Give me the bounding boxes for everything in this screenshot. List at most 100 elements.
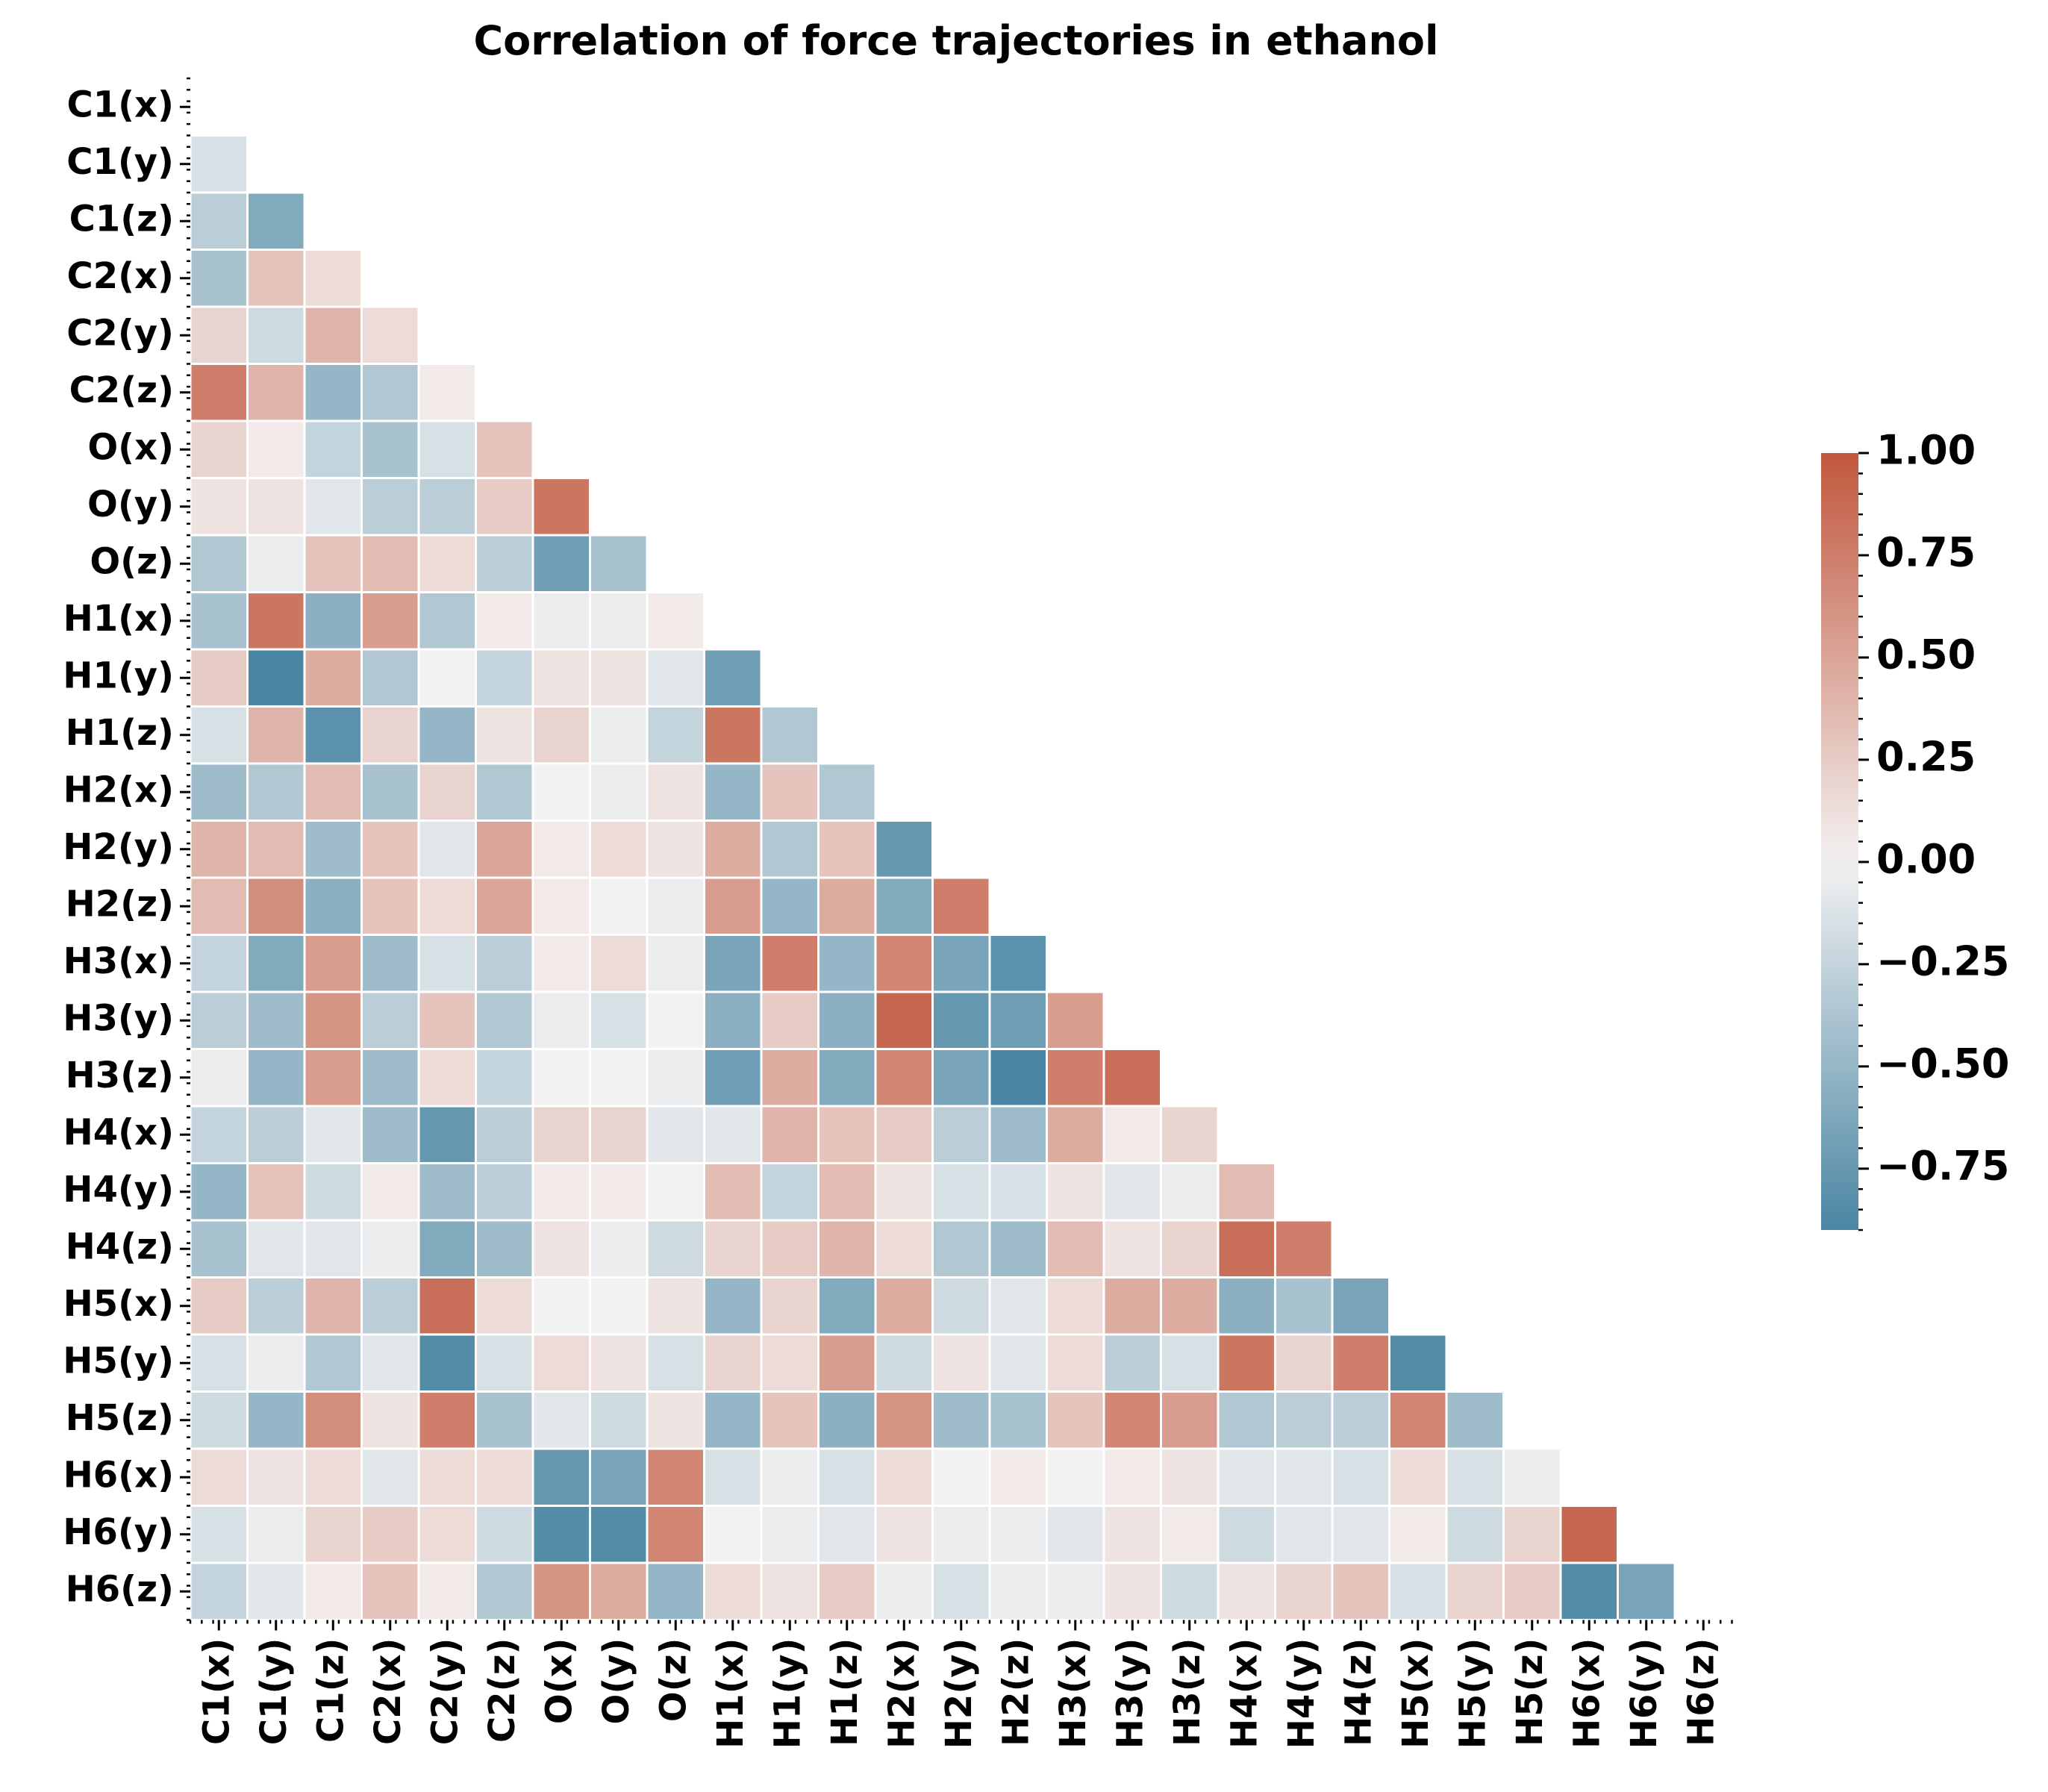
heatmap-cell	[1217, 1561, 1276, 1621]
heatmap-cell	[1388, 1447, 1448, 1507]
heatmap-cell	[360, 591, 420, 651]
x-tick-label: H3(x)	[1052, 1638, 1094, 1749]
heatmap-cell	[646, 1561, 705, 1621]
heatmap-cell	[703, 990, 763, 1050]
x-tick-label: H5(z)	[1509, 1638, 1551, 1746]
heatmap-cell	[475, 762, 534, 822]
heatmap-cell	[646, 1105, 705, 1164]
heatmap-cell	[760, 1048, 819, 1108]
heatmap-cell	[475, 1048, 534, 1108]
heatmap-cell	[1502, 1505, 1562, 1564]
y-tick-label: O(z)	[90, 540, 174, 582]
heatmap-cell	[931, 1390, 991, 1450]
colorbar-tick-label: 0.75	[1876, 529, 1976, 576]
heatmap-cell	[531, 990, 591, 1050]
heatmap-cell	[1274, 1219, 1334, 1279]
heatmap-cell	[874, 990, 934, 1050]
heatmap-cell	[1331, 1447, 1390, 1507]
heatmap-cell	[303, 1447, 363, 1507]
heatmap-cell	[1445, 1447, 1505, 1507]
heatmap-cell	[531, 876, 591, 936]
heatmap-cell	[417, 1333, 477, 1393]
y-tick-label: H1(y)	[63, 655, 174, 696]
heatmap-cell	[246, 191, 306, 251]
heatmap-cell	[531, 1390, 591, 1450]
x-tick-label: H5(x)	[1395, 1638, 1437, 1749]
heatmap-cell	[417, 534, 477, 593]
heatmap-cell	[760, 1447, 819, 1507]
heatmap-cell	[246, 477, 306, 537]
y-tick-label: C1(y)	[66, 141, 174, 183]
heatmap-cell	[303, 705, 363, 765]
heatmap-cell	[531, 1447, 591, 1507]
heatmap-cell	[303, 934, 363, 993]
heatmap-cell	[531, 1105, 591, 1164]
heatmap-cell	[417, 705, 477, 765]
heatmap-cell	[1046, 990, 1105, 1050]
y-tick-label: C1(z)	[69, 198, 174, 240]
heatmap-cell	[189, 819, 249, 879]
heatmap-cell	[303, 1162, 363, 1222]
y-tick-label: H6(y)	[63, 1511, 174, 1553]
heatmap-cell	[1046, 1048, 1105, 1108]
heatmap-cell	[1445, 1505, 1505, 1564]
x-tick-label: H1(y)	[767, 1638, 808, 1749]
heatmap-cell	[1046, 1276, 1105, 1336]
heatmap-cell	[246, 819, 306, 879]
heatmap-cell	[246, 648, 306, 708]
heatmap-cell	[475, 1219, 534, 1279]
heatmap-cell	[189, 934, 249, 993]
colorbar-tick-label: −0.25	[1876, 938, 2009, 985]
heatmap-cell	[360, 1561, 420, 1621]
heatmap-cell	[817, 762, 877, 822]
heatmap-cell	[1331, 1561, 1390, 1621]
heatmap-cell	[246, 1048, 306, 1108]
heatmap-cell	[988, 1447, 1048, 1507]
heatmap-cell	[303, 1219, 363, 1279]
heatmap-cell	[589, 1561, 649, 1621]
y-tick-label: H4(x)	[63, 1111, 174, 1153]
x-tick-label: H2(z)	[995, 1638, 1037, 1746]
heatmap-cell	[1160, 1219, 1220, 1279]
heatmap-cell	[760, 1390, 819, 1450]
heatmap-cell	[531, 762, 591, 822]
x-tick-label: H3(y)	[1109, 1638, 1151, 1749]
heatmap-cell	[589, 705, 649, 765]
heatmap-cell	[931, 1162, 991, 1222]
x-axis: C1(x) C1(y) C1(z) C2(x) C2(y) C2(z) O(x) O(y) O(…	[189, 1620, 1733, 1749]
colorbar-tick-label: 1.00	[1876, 427, 1976, 474]
heatmap-cell	[1160, 1333, 1220, 1393]
heatmap-cell	[589, 876, 649, 936]
y-tick-label: C2(y)	[66, 312, 174, 354]
heatmap-cell	[189, 591, 249, 651]
x-tick-label: C2(x)	[367, 1638, 409, 1745]
heatmap-cell	[589, 1276, 649, 1336]
heatmap-cell	[531, 1048, 591, 1108]
heatmap-cell	[589, 534, 649, 593]
x-tick-label: H3(z)	[1167, 1638, 1208, 1746]
heatmap-cell	[360, 1162, 420, 1222]
heatmap-cell	[1331, 1333, 1390, 1393]
heatmap-cell	[303, 819, 363, 879]
heatmap-cell	[874, 1333, 934, 1393]
heatmap-cell	[874, 934, 934, 993]
heatmap-cell	[817, 1276, 877, 1336]
heatmap-cell	[189, 1219, 249, 1279]
heatmap-cell	[931, 876, 991, 936]
heatmap-cell	[589, 819, 649, 879]
heatmap-cell	[703, 819, 763, 879]
heatmap-cell	[360, 705, 420, 765]
heatmap-cell	[589, 1390, 649, 1450]
heatmap-cell	[531, 648, 591, 708]
heatmap-cell	[360, 1276, 420, 1336]
heatmap-cell	[189, 1561, 249, 1621]
heatmap-cell	[189, 1390, 249, 1450]
heatmap-cell	[1046, 1390, 1105, 1450]
heatmap-cell	[760, 705, 819, 765]
heatmap-cell	[1274, 1390, 1334, 1450]
heatmap-cell	[817, 1162, 877, 1222]
heatmap-cell	[1502, 1561, 1562, 1621]
colorbar-tick-label: −0.50	[1876, 1040, 2009, 1087]
y-tick-label: H2(y)	[63, 826, 174, 868]
heatmap-cell	[189, 1447, 249, 1507]
